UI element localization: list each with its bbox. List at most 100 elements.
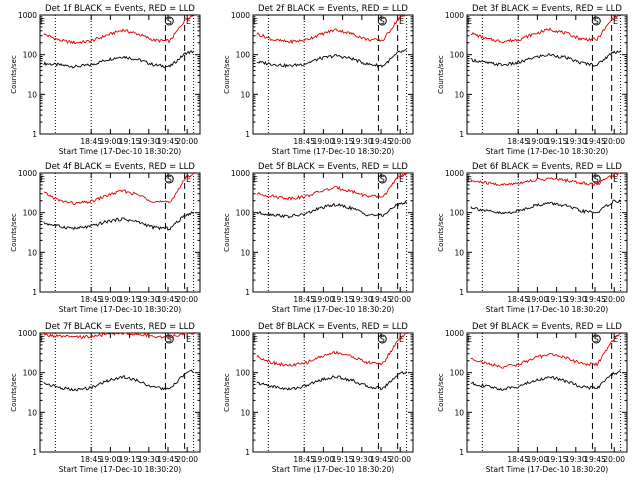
x-tick-label: 18:45 [80,455,102,464]
x-tick-label: 19:00 [527,295,549,304]
panel-6: Det 6f BLACK = Events, RED = LLD 1 10 100 10… [437,162,628,314]
panel-9: Det 9f BLACK = Events, RED = LLD 1 10 100 10… [437,322,628,474]
y-tick-label: 10 [240,248,250,257]
marker-letter: E [399,335,404,344]
axes-frame [466,332,628,453]
series-events-line [256,371,407,391]
panel-title: Det 6f BLACK = Events, RED = LLD [472,162,622,172]
axes-frame [252,14,414,135]
x-tick-label: 18:45 [80,295,102,304]
axes-frame [39,332,201,453]
x-tick-label: 19:15 [332,137,354,146]
panel-title: Det 2f BLACK = Events, RED = LLD [258,4,408,14]
marker-letter: E [467,175,472,184]
y-tick-label: 1000 [445,11,464,20]
y-axis-label: Counts/sec [10,55,18,94]
axes-frame [252,172,414,293]
x-axis-label: Start Time (17-Dec-10 18:30:20) [59,147,181,156]
axes-frame [466,172,628,293]
y-tick-label: 1 [245,288,250,297]
marker-letter: E [40,335,45,344]
x-tick-label: 19:30 [138,295,160,304]
x-tick-label: 19:30 [138,455,160,464]
y-tick-label: 1 [32,448,37,457]
series-events-line [470,50,621,67]
series-lld-line [256,14,407,45]
marker-letter: S [594,335,599,344]
panel-title: Det 9f BLACK = Events, RED = LLD [472,322,622,332]
y-tick-label: 10 [454,90,464,99]
x-tick-label: 19:45 [584,137,606,146]
y-tick-label: 1 [459,288,464,297]
y-tick-label: 1000 [18,169,37,178]
marker-circle [164,174,174,184]
x-tick-label: 19:15 [546,455,568,464]
x-tick-label: 19:15 [546,295,568,304]
series-events-line [43,211,194,231]
x-tick-label: 19:45 [584,455,606,464]
x-tick-label: 19:15 [119,295,141,304]
x-tick-label: 19:00 [313,137,335,146]
y-axis-label: Counts/sec [437,55,445,94]
y-axis-label: Counts/sec [10,213,18,252]
x-tick-label: 20:00 [603,455,625,464]
series-lld-line [256,172,407,201]
marker-letter: S [594,17,599,26]
x-tick-label: 19:45 [370,137,392,146]
y-axis-label: Counts/sec [437,373,445,412]
y-tick-label: 1000 [445,329,464,338]
marker-circle [377,334,387,344]
marker-letter: S [167,17,172,26]
y-tick-label: 1000 [445,169,464,178]
marker-letter: E [186,175,191,184]
series-lld-line [470,14,621,44]
x-tick-label: 19:15 [119,455,141,464]
x-tick-label: 20:00 [176,137,198,146]
x-tick-label: 19:15 [332,455,354,464]
x-tick-label: 19:30 [565,137,587,146]
x-tick-label: 19:00 [100,295,122,304]
y-tick-label: 100 [450,51,465,60]
panel-title: Det 1f BLACK = Events, RED = LLD [45,4,195,14]
marker-letter: S [380,175,385,184]
x-tick-label: 19:45 [157,455,179,464]
y-tick-label: 1 [32,130,37,139]
series-events-line [256,49,407,69]
series-lld-line [43,172,194,205]
y-axis-label: Counts/sec [223,55,231,94]
y-tick-label: 100 [23,51,38,60]
y-axis-label: Counts/sec [223,373,231,412]
x-tick-label: 19:15 [119,137,141,146]
x-tick-label: 18:45 [507,455,529,464]
series-events-line [43,369,194,392]
x-tick-label: 19:00 [527,137,549,146]
marker-letter: E [40,175,45,184]
x-tick-label: 19:30 [351,137,373,146]
axes-frame [252,332,414,453]
y-axis-label: Counts/sec [437,213,445,252]
y-tick-label: 1 [32,288,37,297]
x-tick-label: 19:00 [100,137,122,146]
x-axis-label: Start Time (17-Dec-10 18:30:20) [486,305,608,314]
y-tick-label: 1 [245,448,250,457]
series-lld-line [43,332,194,339]
marker-circle [377,16,387,26]
y-axis-label: Counts/sec [223,213,231,252]
x-tick-label: 20:00 [603,137,625,146]
series-events-line [470,199,621,215]
panel-title: Det 5f BLACK = Events, RED = LLD [258,162,408,172]
marker-letter: E [613,335,618,344]
y-tick-label: 1000 [231,11,250,20]
y-tick-label: 10 [240,90,250,99]
panel-8: Det 8f BLACK = Events, RED = LLD 1 10 100 10… [223,322,414,474]
marker-letter: S [167,335,172,344]
marker-letter: E [613,175,618,184]
x-tick-label: 19:45 [370,455,392,464]
y-tick-label: 100 [236,369,251,378]
marker-letter: S [594,175,599,184]
y-tick-label: 10 [27,90,37,99]
marker-letter: E [253,335,258,344]
series-lld-line [470,172,621,186]
x-tick-label: 19:30 [565,295,587,304]
x-tick-label: 19:00 [313,295,335,304]
